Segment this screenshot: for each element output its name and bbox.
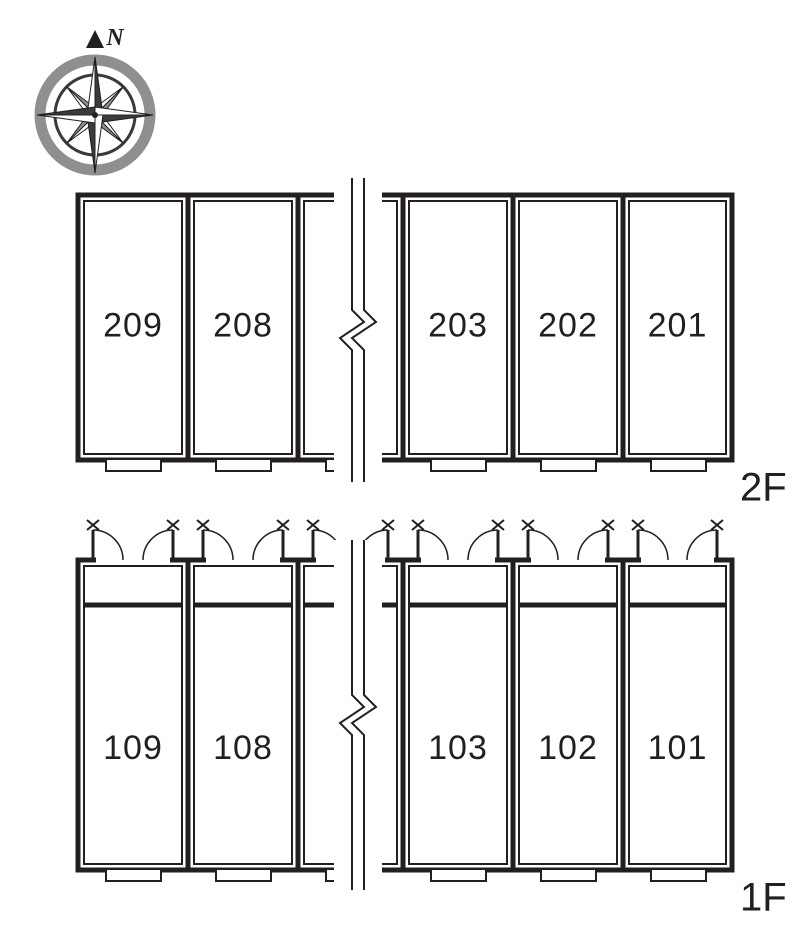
unit-label: 101 <box>648 729 708 767</box>
floor-plan: N 209 208 203 202 201 2F 109 108 103 102 101 1F <box>0 0 800 940</box>
section-break <box>334 540 382 890</box>
unit-label: 203 <box>428 306 488 344</box>
section-break <box>334 178 382 482</box>
window-notch <box>651 869 706 881</box>
window-notch <box>106 869 161 881</box>
unit-label: 209 <box>103 306 163 344</box>
unit-label: 109 <box>103 729 163 767</box>
unit-label: 103 <box>428 729 488 767</box>
window-notch <box>431 869 486 881</box>
unit-label: 202 <box>538 306 598 344</box>
window-notch <box>431 459 486 471</box>
unit-label: 201 <box>648 306 708 344</box>
compass-n-label: N <box>105 25 125 51</box>
window-notch <box>541 869 596 881</box>
unit-label: 108 <box>213 729 273 767</box>
window-notch <box>541 459 596 471</box>
window-notch <box>106 459 161 471</box>
floor-plan-svg: N 209 208 203 202 201 2F 109 108 103 102 101 1F <box>0 0 800 940</box>
window-notch <box>216 869 271 881</box>
floor-label: 2F <box>740 466 787 510</box>
floor-label: 1F <box>740 876 787 920</box>
unit-label: 102 <box>538 729 598 767</box>
window-notch <box>651 459 706 471</box>
unit-label: 208 <box>213 306 273 344</box>
window-notch <box>216 459 271 471</box>
